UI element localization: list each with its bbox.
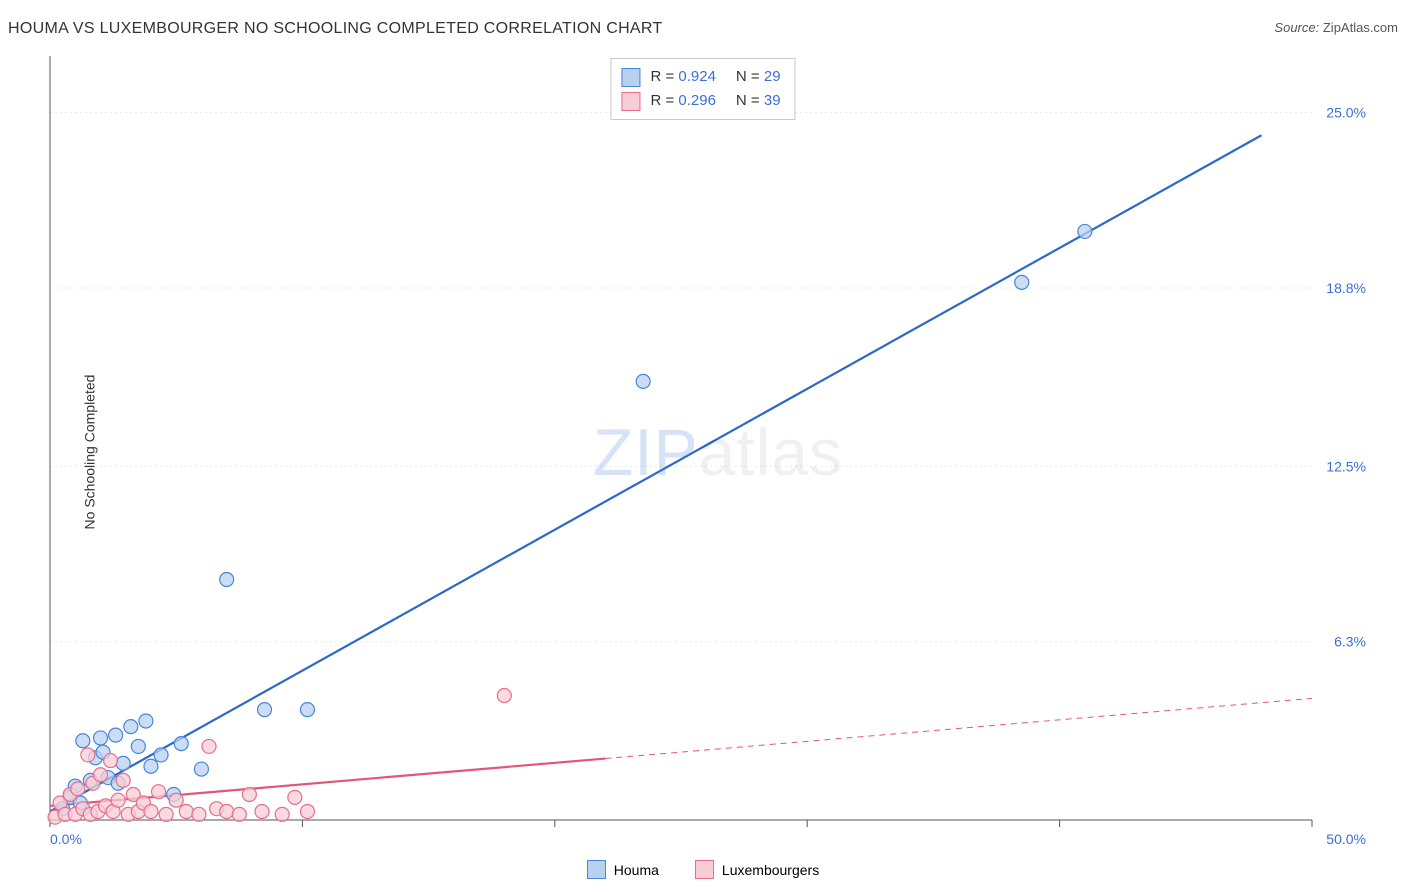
trend-line-dashed — [605, 698, 1312, 758]
source-value: ZipAtlas.com — [1323, 20, 1398, 35]
x-tick-label: 50.0% — [1326, 831, 1366, 847]
y-tick-label: 18.8% — [1326, 280, 1366, 296]
data-point — [1015, 275, 1029, 289]
header: HOUMA VS LUXEMBOURGER NO SCHOOLING COMPL… — [8, 20, 1398, 38]
legend-swatch — [621, 68, 640, 87]
legend-swatch — [587, 860, 606, 879]
y-tick-label: 25.0% — [1326, 105, 1366, 121]
data-point — [71, 782, 85, 796]
data-point — [192, 807, 206, 821]
plot-area: No Schooling Completed ZIPatlas 6.3%12.5… — [46, 50, 1390, 854]
legend-series-name: Luxembourgers — [722, 862, 819, 878]
y-axis-label: No Schooling Completed — [81, 375, 97, 530]
legend-series-name: Houma — [614, 862, 659, 878]
data-point — [152, 785, 166, 799]
data-point — [144, 805, 158, 819]
data-point — [159, 807, 173, 821]
legend-n-value: 29 — [764, 68, 781, 85]
data-point — [116, 756, 130, 770]
legend-swatch — [695, 860, 714, 879]
data-point — [174, 737, 188, 751]
source-label: Source: — [1274, 20, 1319, 35]
legend-top: R = 0.924 N = 29 R = 0.296 N = 39 — [610, 58, 795, 120]
data-point — [202, 739, 216, 753]
data-point — [93, 731, 107, 745]
data-point — [497, 688, 511, 702]
data-point — [124, 720, 138, 734]
data-point — [300, 703, 314, 717]
data-point — [104, 754, 118, 768]
y-tick-label: 12.5% — [1326, 458, 1366, 474]
data-point — [76, 734, 90, 748]
legend-n-value: 39 — [764, 92, 781, 109]
data-point — [288, 790, 302, 804]
data-point — [144, 759, 158, 773]
legend-r-value: 0.296 — [678, 92, 716, 109]
legend-bottom-item: Luxembourgers — [695, 860, 819, 879]
data-point — [131, 739, 145, 753]
data-point — [154, 748, 168, 762]
data-point — [1078, 224, 1092, 238]
data-point — [169, 793, 183, 807]
scatter-chart: 6.3% 12.5% 18.8% 25.0% 0.0% 50.0% — [46, 50, 1386, 850]
data-point — [242, 788, 256, 802]
data-point — [111, 793, 125, 807]
data-point — [232, 807, 246, 821]
data-point — [109, 728, 123, 742]
data-point — [258, 703, 272, 717]
legend-r-value: 0.924 — [678, 68, 716, 85]
data-point — [275, 807, 289, 821]
data-point — [93, 768, 107, 782]
legend-row: R = 0.924 N = 29 — [621, 65, 780, 89]
legend-bottom: Houma Luxembourgers — [0, 860, 1406, 882]
x-tick-label: 0.0% — [50, 831, 82, 847]
data-point — [116, 773, 130, 787]
y-tick-label: 6.3% — [1334, 634, 1366, 650]
data-point — [194, 762, 208, 776]
data-point — [139, 714, 153, 728]
data-point — [255, 805, 269, 819]
data-point — [300, 805, 314, 819]
data-point — [220, 805, 234, 819]
legend-n-label: N = 39 — [736, 89, 781, 113]
legend-r-label: R = 0.296 — [650, 89, 715, 113]
data-point — [179, 805, 193, 819]
legend-r-label: R = 0.924 — [650, 65, 715, 89]
legend-bottom-item: Houma — [587, 860, 659, 879]
legend-row: R = 0.296 N = 39 — [621, 89, 780, 113]
source-credit: Source: ZipAtlas.com — [1274, 20, 1398, 35]
chart-title: HOUMA VS LUXEMBOURGER NO SCHOOLING COMPL… — [8, 20, 663, 38]
data-point — [81, 748, 95, 762]
legend-n-label: N = 29 — [736, 65, 781, 89]
data-point — [220, 572, 234, 586]
data-point — [636, 374, 650, 388]
legend-swatch — [621, 92, 640, 111]
